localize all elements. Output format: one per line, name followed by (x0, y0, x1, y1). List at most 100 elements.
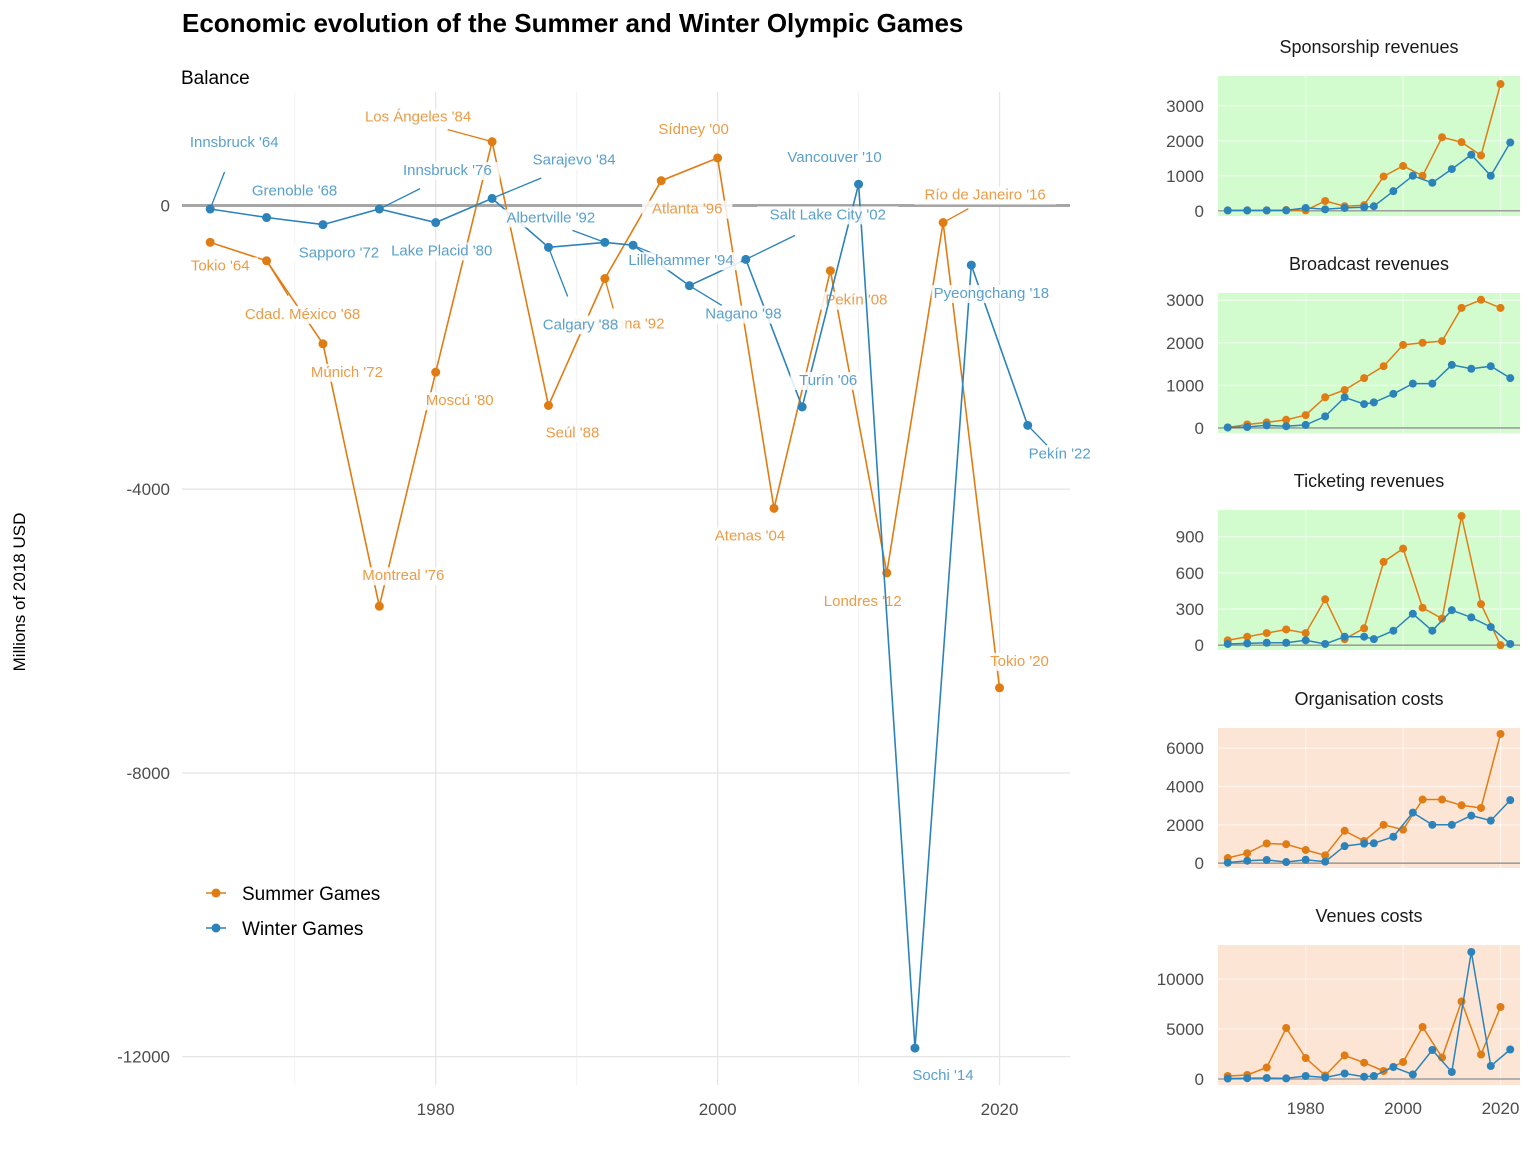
chart-title: Economic evolution of the Summer and Win… (182, 8, 964, 38)
winter-point (1447, 1068, 1456, 1076)
event-label: Tokio '20 (990, 653, 1049, 670)
event-label: Innsbruck '64 (190, 134, 279, 151)
winter-point (1301, 855, 1310, 864)
summer-point (1496, 303, 1505, 312)
winter-point (1223, 423, 1232, 432)
label-background (305, 363, 389, 382)
winter-point (1428, 626, 1437, 635)
y-tick-label: 600 (1176, 564, 1204, 583)
winter-point (1389, 832, 1398, 841)
summer-balance-point (318, 339, 328, 349)
panel-title: Broadcast revenues (1289, 254, 1449, 274)
label-background (525, 151, 623, 170)
winter-balance-point (854, 179, 864, 189)
summer-balance-point (825, 266, 835, 276)
summer-point (1438, 614, 1447, 623)
winter-balance-point (487, 193, 497, 203)
winter-point (1301, 1072, 1310, 1080)
winter-point (1262, 855, 1271, 864)
label-background (782, 149, 888, 168)
summer-point (1321, 595, 1330, 604)
winter-balance-point (684, 281, 694, 291)
y-tick-label: 900 (1176, 528, 1204, 547)
legend-label: Winter Games (242, 919, 363, 940)
winter-point (1486, 623, 1495, 632)
winter-point (1223, 639, 1232, 648)
event-label: Múnich '72 (311, 364, 383, 381)
winter-line (1227, 142, 1511, 212)
event-label: Londres '12 (824, 593, 902, 610)
winter-point (1321, 1073, 1330, 1082)
event-label: Seúl '88 (546, 425, 600, 442)
summer-point (1262, 839, 1271, 848)
label-background (491, 209, 611, 228)
winter-point (1408, 379, 1417, 388)
winter-point (1408, 171, 1417, 180)
winter-point (1389, 187, 1398, 196)
winter-point (1360, 632, 1369, 641)
winter-balance-point (910, 1043, 920, 1053)
winter-point (1301, 636, 1310, 645)
summer-balance-point (431, 367, 441, 377)
winter-point (1486, 816, 1495, 825)
summer-point (1243, 849, 1252, 858)
summer-point (1496, 641, 1505, 650)
winter-point (1262, 638, 1271, 647)
y-tick-label: 3000 (1166, 97, 1204, 116)
y-tick-label: -8000 (127, 764, 170, 783)
label-leader-line (491, 177, 542, 199)
summer-point (1418, 1023, 1427, 1031)
summer-point (1477, 295, 1486, 304)
label-background (914, 186, 1056, 205)
label-background (182, 257, 259, 276)
label-leader-line (547, 247, 569, 297)
label-background (181, 134, 287, 153)
winter-balance-point (543, 242, 553, 252)
summer-point (1379, 820, 1388, 829)
summer-balance-point (374, 601, 384, 611)
event-label: Sapporo '72 (299, 245, 379, 262)
event-label: Innsbruck '76 (403, 162, 492, 179)
label-background (708, 527, 792, 546)
panel-title: Ticketing revenues (1294, 471, 1444, 491)
event-label: Pekín '22 (1029, 445, 1091, 462)
summer-point (1321, 851, 1330, 860)
summer-point (1360, 1058, 1369, 1067)
winter-point (1243, 423, 1252, 432)
winter-point (1467, 613, 1476, 622)
winter-point (1243, 856, 1252, 865)
event-label: Lake Placid '80 (391, 243, 492, 260)
y-tick-label: 0 (1195, 202, 1204, 221)
event-label: Los Ángeles '84 (365, 109, 471, 126)
summer-point (1282, 1024, 1291, 1032)
summer-balance-point (262, 256, 272, 266)
summer-point (1399, 544, 1408, 553)
winter-point (1282, 206, 1291, 215)
summer-point (1301, 1054, 1310, 1062)
summer-point (1379, 557, 1388, 566)
summer-point (1321, 196, 1330, 205)
summer-point (1496, 80, 1505, 89)
summer-point (1457, 512, 1466, 521)
winter-series: Innsbruck '64 Grenoble '68 Sapporo '72 Inns… (181, 134, 1098, 1086)
panel-title: Organisation costs (1294, 689, 1443, 709)
event-label: Lillehammer '94 (628, 252, 733, 269)
winter-balance-line (210, 184, 1029, 1049)
summer-point (1399, 825, 1408, 834)
winter-point (1262, 1074, 1271, 1082)
x-tick-label: 2000 (1384, 1099, 1422, 1118)
label-background (381, 242, 502, 261)
winter-point (1389, 389, 1398, 398)
label-leader-line (745, 234, 796, 260)
label-background (652, 120, 736, 139)
summer-point (1379, 172, 1388, 181)
summer-point (1496, 729, 1505, 738)
venues-costs-panel: Venues costs 0 5000 10000 1980 2000 2020 (1157, 906, 1520, 1118)
label-background (293, 244, 385, 263)
winter-balance-point (431, 218, 441, 228)
winter-point (1486, 362, 1495, 371)
winter-point (1467, 150, 1476, 159)
winter-point (1506, 374, 1515, 383)
summer-point (1399, 161, 1408, 170)
winter-point (1340, 1069, 1349, 1078)
